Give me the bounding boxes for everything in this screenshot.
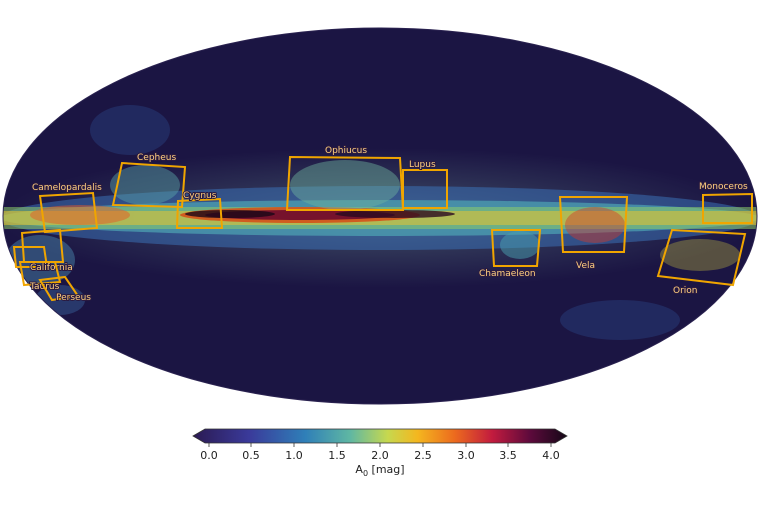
- tick-label: 0.0: [200, 449, 218, 462]
- colorbar-label: A0 [mag]: [355, 463, 404, 478]
- region-box: [12, 246, 49, 268]
- region-box: [702, 192, 753, 224]
- region-lupus: Lupus: [402, 159, 448, 209]
- region-boxes: Cepheus Ophiucus Lupus Camelopardalis Cy…: [12, 145, 753, 304]
- region-label: Ophiucus: [325, 146, 367, 156]
- tick-label: 1.0: [285, 449, 303, 462]
- tick-label: 2.5: [414, 449, 432, 462]
- region-label: Cepheus: [137, 153, 176, 163]
- sky-outline: [2, 27, 758, 405]
- region-label: California: [30, 263, 73, 273]
- region-perseus: Perseus: [38, 275, 92, 304]
- region-box: [285, 155, 405, 211]
- tick-label: 2.0: [371, 449, 389, 462]
- region-label: Chamaeleon: [479, 269, 536, 279]
- region-box: [38, 275, 80, 302]
- region-label: Perseus: [56, 293, 91, 303]
- tick-label: 3.5: [499, 449, 517, 462]
- colorbar: 0.0 0.5 1.0 1.5 2.0 2.5 3.0 3.5 4.0 A0 […: [192, 428, 568, 478]
- region-ophiucus: Ophiucus: [285, 145, 405, 211]
- colorbar-label-main: A: [355, 463, 363, 476]
- region-label: Orion: [673, 286, 698, 296]
- region-box: [18, 261, 62, 287]
- region-box: [38, 191, 99, 234]
- region-label: Cygnus: [183, 191, 217, 201]
- region-box: [175, 197, 224, 229]
- region-box: [20, 228, 65, 263]
- region-camelopardalis: Camelopardalis: [31, 182, 103, 234]
- colorbar-label-unit: [mag]: [368, 463, 405, 476]
- region-box: [558, 196, 629, 253]
- colorbar-tick-labels: 0.0 0.5 1.0 1.5 2.0 2.5 3.0 3.5 4.0: [200, 449, 560, 462]
- region-label: Lupus: [409, 160, 436, 170]
- colorbar-bar: [192, 428, 568, 444]
- tick-label: 1.5: [328, 449, 346, 462]
- colorbar-label-sub: 0: [363, 469, 368, 478]
- region-label: Vela: [576, 261, 595, 271]
- tick-label: 4.0: [542, 449, 560, 462]
- region-box: [656, 228, 747, 287]
- region-box: [111, 161, 187, 209]
- region-chamaeleon: Chamaeleon: [478, 229, 542, 280]
- region-monoceros: Monoceros: [698, 181, 753, 224]
- region-orion: Orion: [656, 228, 747, 297]
- region-vela: Vela: [558, 196, 629, 272]
- sky-map: [2, 27, 758, 405]
- region-label: Camelopardalis: [32, 183, 102, 193]
- tick-label: 3.0: [457, 449, 475, 462]
- region-california: California: [12, 228, 74, 274]
- region-cepheus: Cepheus: [111, 152, 187, 209]
- region-label: Monoceros: [699, 182, 748, 192]
- region-box: [402, 169, 448, 209]
- colorbar-ticks: [208, 443, 552, 447]
- region-box: [490, 229, 542, 267]
- tick-label: 0.5: [242, 449, 260, 462]
- region-cygnus: Cygnus: [175, 190, 224, 229]
